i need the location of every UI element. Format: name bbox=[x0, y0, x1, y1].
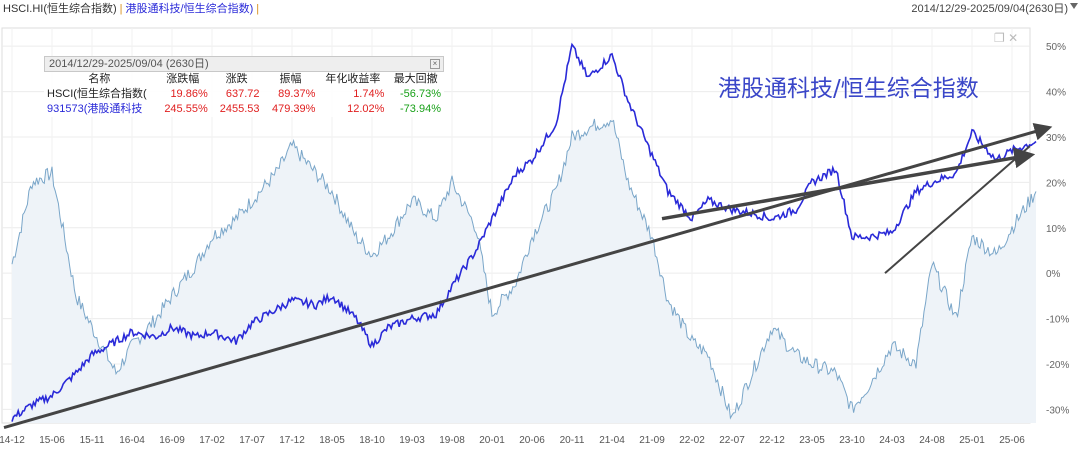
table-row[interactable]: 931573(港股通科技 245.55% 2455.53 479.39% 12.… bbox=[44, 102, 444, 117]
close-icon[interactable]: × bbox=[430, 59, 440, 69]
trend-arrow bbox=[3, 122, 1053, 429]
trailing-separator: | bbox=[256, 3, 260, 15]
x-tick-label: 20-06 bbox=[519, 435, 545, 446]
y-tick-label: -20% bbox=[1046, 360, 1069, 371]
x-tick-label: 17-07 bbox=[239, 435, 265, 446]
range-dropdown-icon[interactable] bbox=[1070, 3, 1078, 9]
x-tick-label: 25-01 bbox=[959, 435, 985, 446]
y-tick-label: 40% bbox=[1046, 88, 1066, 99]
col-header: 年化收益率 bbox=[325, 73, 381, 85]
restore-icon[interactable]: ❐ bbox=[994, 31, 1005, 45]
annotation-text: 港股通科技/恒生综合指数 bbox=[718, 76, 979, 102]
x-tick-label: 23-05 bbox=[799, 435, 825, 446]
x-tick-label: 21-04 bbox=[599, 435, 625, 446]
x-tick-label: 19-08 bbox=[439, 435, 465, 446]
y-tick-label: 0% bbox=[1046, 269, 1061, 280]
series2-label[interactable]: 港股通科技/恒生综合指数) bbox=[125, 3, 254, 15]
series-area bbox=[12, 119, 1036, 423]
annualized-return: 12.02% bbox=[347, 103, 385, 115]
amplitude: 89.37% bbox=[278, 88, 316, 100]
x-tick-label: 19-03 bbox=[399, 435, 425, 446]
change-value: 2455.53 bbox=[219, 103, 260, 115]
x-tick-label: 23-10 bbox=[839, 435, 865, 446]
close-icon[interactable]: ✕ bbox=[1008, 31, 1019, 45]
date-range[interactable]: 2014/12/29-2025/09/04(2630日) bbox=[911, 3, 1068, 15]
x-tick-label: 17-02 bbox=[199, 435, 225, 446]
stats-table: 名称 涨跌幅 涨跌 振幅 年化收益率 最大回撤 HSCI(恒生综合指数( 19.… bbox=[44, 72, 444, 117]
col-header: 名称 bbox=[88, 73, 111, 85]
stats-panel-header: 2014/12/29-2025/09/04 (2630日) × bbox=[44, 56, 444, 72]
x-tick-label: 15-06 bbox=[39, 435, 65, 446]
x-tick-label: 17-12 bbox=[279, 435, 305, 446]
amplitude: 479.39% bbox=[271, 103, 316, 115]
y-tick-label: 30% bbox=[1046, 133, 1066, 144]
x-tick-label: 24-08 bbox=[919, 435, 945, 446]
col-header: 最大回撤 bbox=[393, 73, 438, 85]
row-name: 931573(港股通科技 bbox=[47, 103, 143, 115]
trend-arrow bbox=[884, 145, 1031, 274]
series-line-hsci[interactable] bbox=[11, 118, 1037, 420]
y-tick-label: 10% bbox=[1046, 224, 1066, 235]
change-pct: 245.55% bbox=[164, 103, 208, 115]
series-line-ratio[interactable] bbox=[11, 42, 1037, 422]
x-tick-label: 15-11 bbox=[80, 435, 105, 446]
y-tick-label: 50% bbox=[1046, 42, 1066, 53]
col-header: 涨跌幅 bbox=[166, 73, 200, 85]
separator: | bbox=[119, 3, 123, 15]
table-row[interactable]: HSCI(恒生综合指数( 19.86% 637.72 89.37% 1.74% … bbox=[44, 87, 444, 102]
x-tick-label: 21-09 bbox=[639, 435, 665, 446]
stats-panel-title: 2014/12/29-2025/09/04 (2630日) bbox=[49, 58, 209, 70]
x-tick-label: 22-12 bbox=[759, 435, 785, 446]
y-tick-label: -30% bbox=[1046, 405, 1069, 416]
x-tick-label: 25-06 bbox=[999, 435, 1025, 446]
row-name: HSCI(恒生综合指数( bbox=[47, 88, 147, 100]
x-tick-label: 20-01 bbox=[479, 435, 505, 446]
x-tick-label: 16-09 bbox=[159, 435, 185, 446]
change-value: 637.72 bbox=[225, 88, 260, 100]
stats-header-row: 名称 涨跌幅 涨跌 振幅 年化收益率 最大回撤 bbox=[44, 72, 444, 87]
max-drawdown: -56.73% bbox=[400, 88, 441, 100]
x-tick-label: 16-04 bbox=[119, 435, 145, 446]
x-tick-label: 24-03 bbox=[879, 435, 905, 446]
x-tick-label: 22-07 bbox=[719, 435, 745, 446]
max-drawdown: -73.94% bbox=[400, 103, 441, 115]
x-tick-label: 14-12 bbox=[0, 435, 25, 446]
line-chart: 50% 40% 30% 20% 10% 0% -10% -20% -30% 14-12 15-06 1… bbox=[0, 27, 1069, 446]
col-header: 涨跌 bbox=[225, 73, 248, 85]
header-bar: HSCI.HI(恒生综合指数) | 港股通科技/恒生综合指数) | 2014/12/2… bbox=[0, 0, 1080, 18]
annualized-return: 1.74% bbox=[353, 88, 385, 100]
series1-label[interactable]: HSCI.HI(恒生综合指数) bbox=[3, 3, 117, 15]
x-tick-label: 18-05 bbox=[319, 435, 345, 446]
change-pct: 19.86% bbox=[170, 88, 208, 100]
x-tick-label: 18-10 bbox=[359, 435, 385, 446]
trend-arrow bbox=[661, 147, 1036, 221]
stats-panel: 2014/12/29-2025/09/04 (2630日) × 名称 涨跌幅 涨… bbox=[44, 56, 444, 117]
y-tick-label: 20% bbox=[1046, 178, 1066, 189]
y-tick-label: -10% bbox=[1046, 315, 1069, 326]
col-header: 振幅 bbox=[279, 73, 302, 85]
x-tick-label: 22-02 bbox=[679, 435, 705, 446]
x-tick-label: 20-11 bbox=[560, 435, 585, 446]
